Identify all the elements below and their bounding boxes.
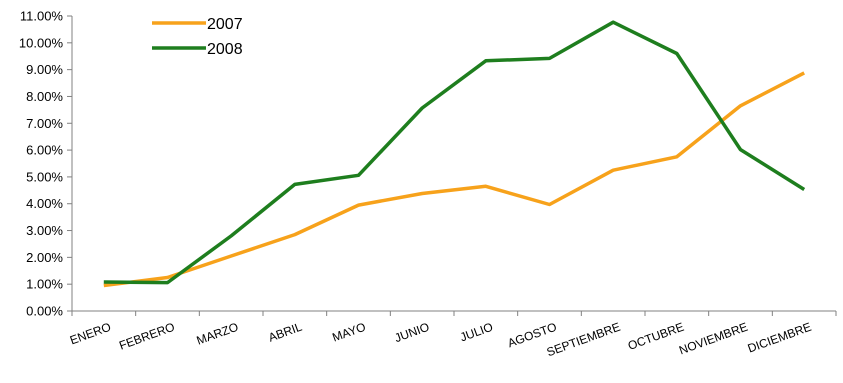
x-tick-label: NOVIEMBRE — [677, 320, 749, 358]
series-line-2008 — [103, 20, 806, 285]
x-tick-label: FEBRERO — [117, 320, 176, 353]
series-line-2007 — [103, 71, 806, 288]
x-axis: ENERO FEBRERO MARZO ABRIL MAYO JUNIO JULIO AGOS… — [68, 310, 837, 360]
x-tick-label: MAYO — [330, 320, 367, 345]
y-tick-label: 4.00% — [26, 196, 63, 211]
y-axis: 0.00% 1.00% 2.00% 3.00% 4.00% 5.00% 6.00% 7.00%… — [19, 9, 73, 319]
y-tick-label: 9.00% — [26, 62, 63, 77]
y-tick-label: 7.00% — [26, 116, 63, 131]
x-tick-label: ABRIL — [266, 320, 304, 345]
y-tick-label: 8.00% — [26, 89, 63, 104]
y-tick-label: 10.00% — [19, 35, 64, 50]
y-tick-label: 1.00% — [26, 277, 63, 292]
x-tick-label: SEPTIEMBRE — [545, 320, 622, 360]
x-tick-label: JULIO — [458, 320, 495, 345]
y-tick-label: 2.00% — [26, 250, 63, 265]
y-tick-label: 11.00% — [20, 9, 64, 24]
x-tick-label: MARZO — [195, 320, 241, 348]
x-tick-label: JUNIO — [393, 320, 432, 345]
legend: 2007 2008 — [152, 16, 243, 58]
y-tick-label: 5.00% — [26, 169, 63, 184]
legend-label: 2007 — [207, 16, 243, 33]
y-tick-label: 6.00% — [26, 143, 63, 158]
x-tick-label: ENERO — [68, 320, 113, 348]
legend-label: 2008 — [207, 41, 243, 58]
x-tick-label: DICIEMBRE — [746, 320, 813, 356]
x-tick-label: OCTUBRE — [626, 320, 686, 353]
series-layer — [103, 20, 806, 288]
y-tick-label: 3.00% — [26, 223, 63, 238]
y-tick-label: 0.00% — [26, 304, 63, 319]
